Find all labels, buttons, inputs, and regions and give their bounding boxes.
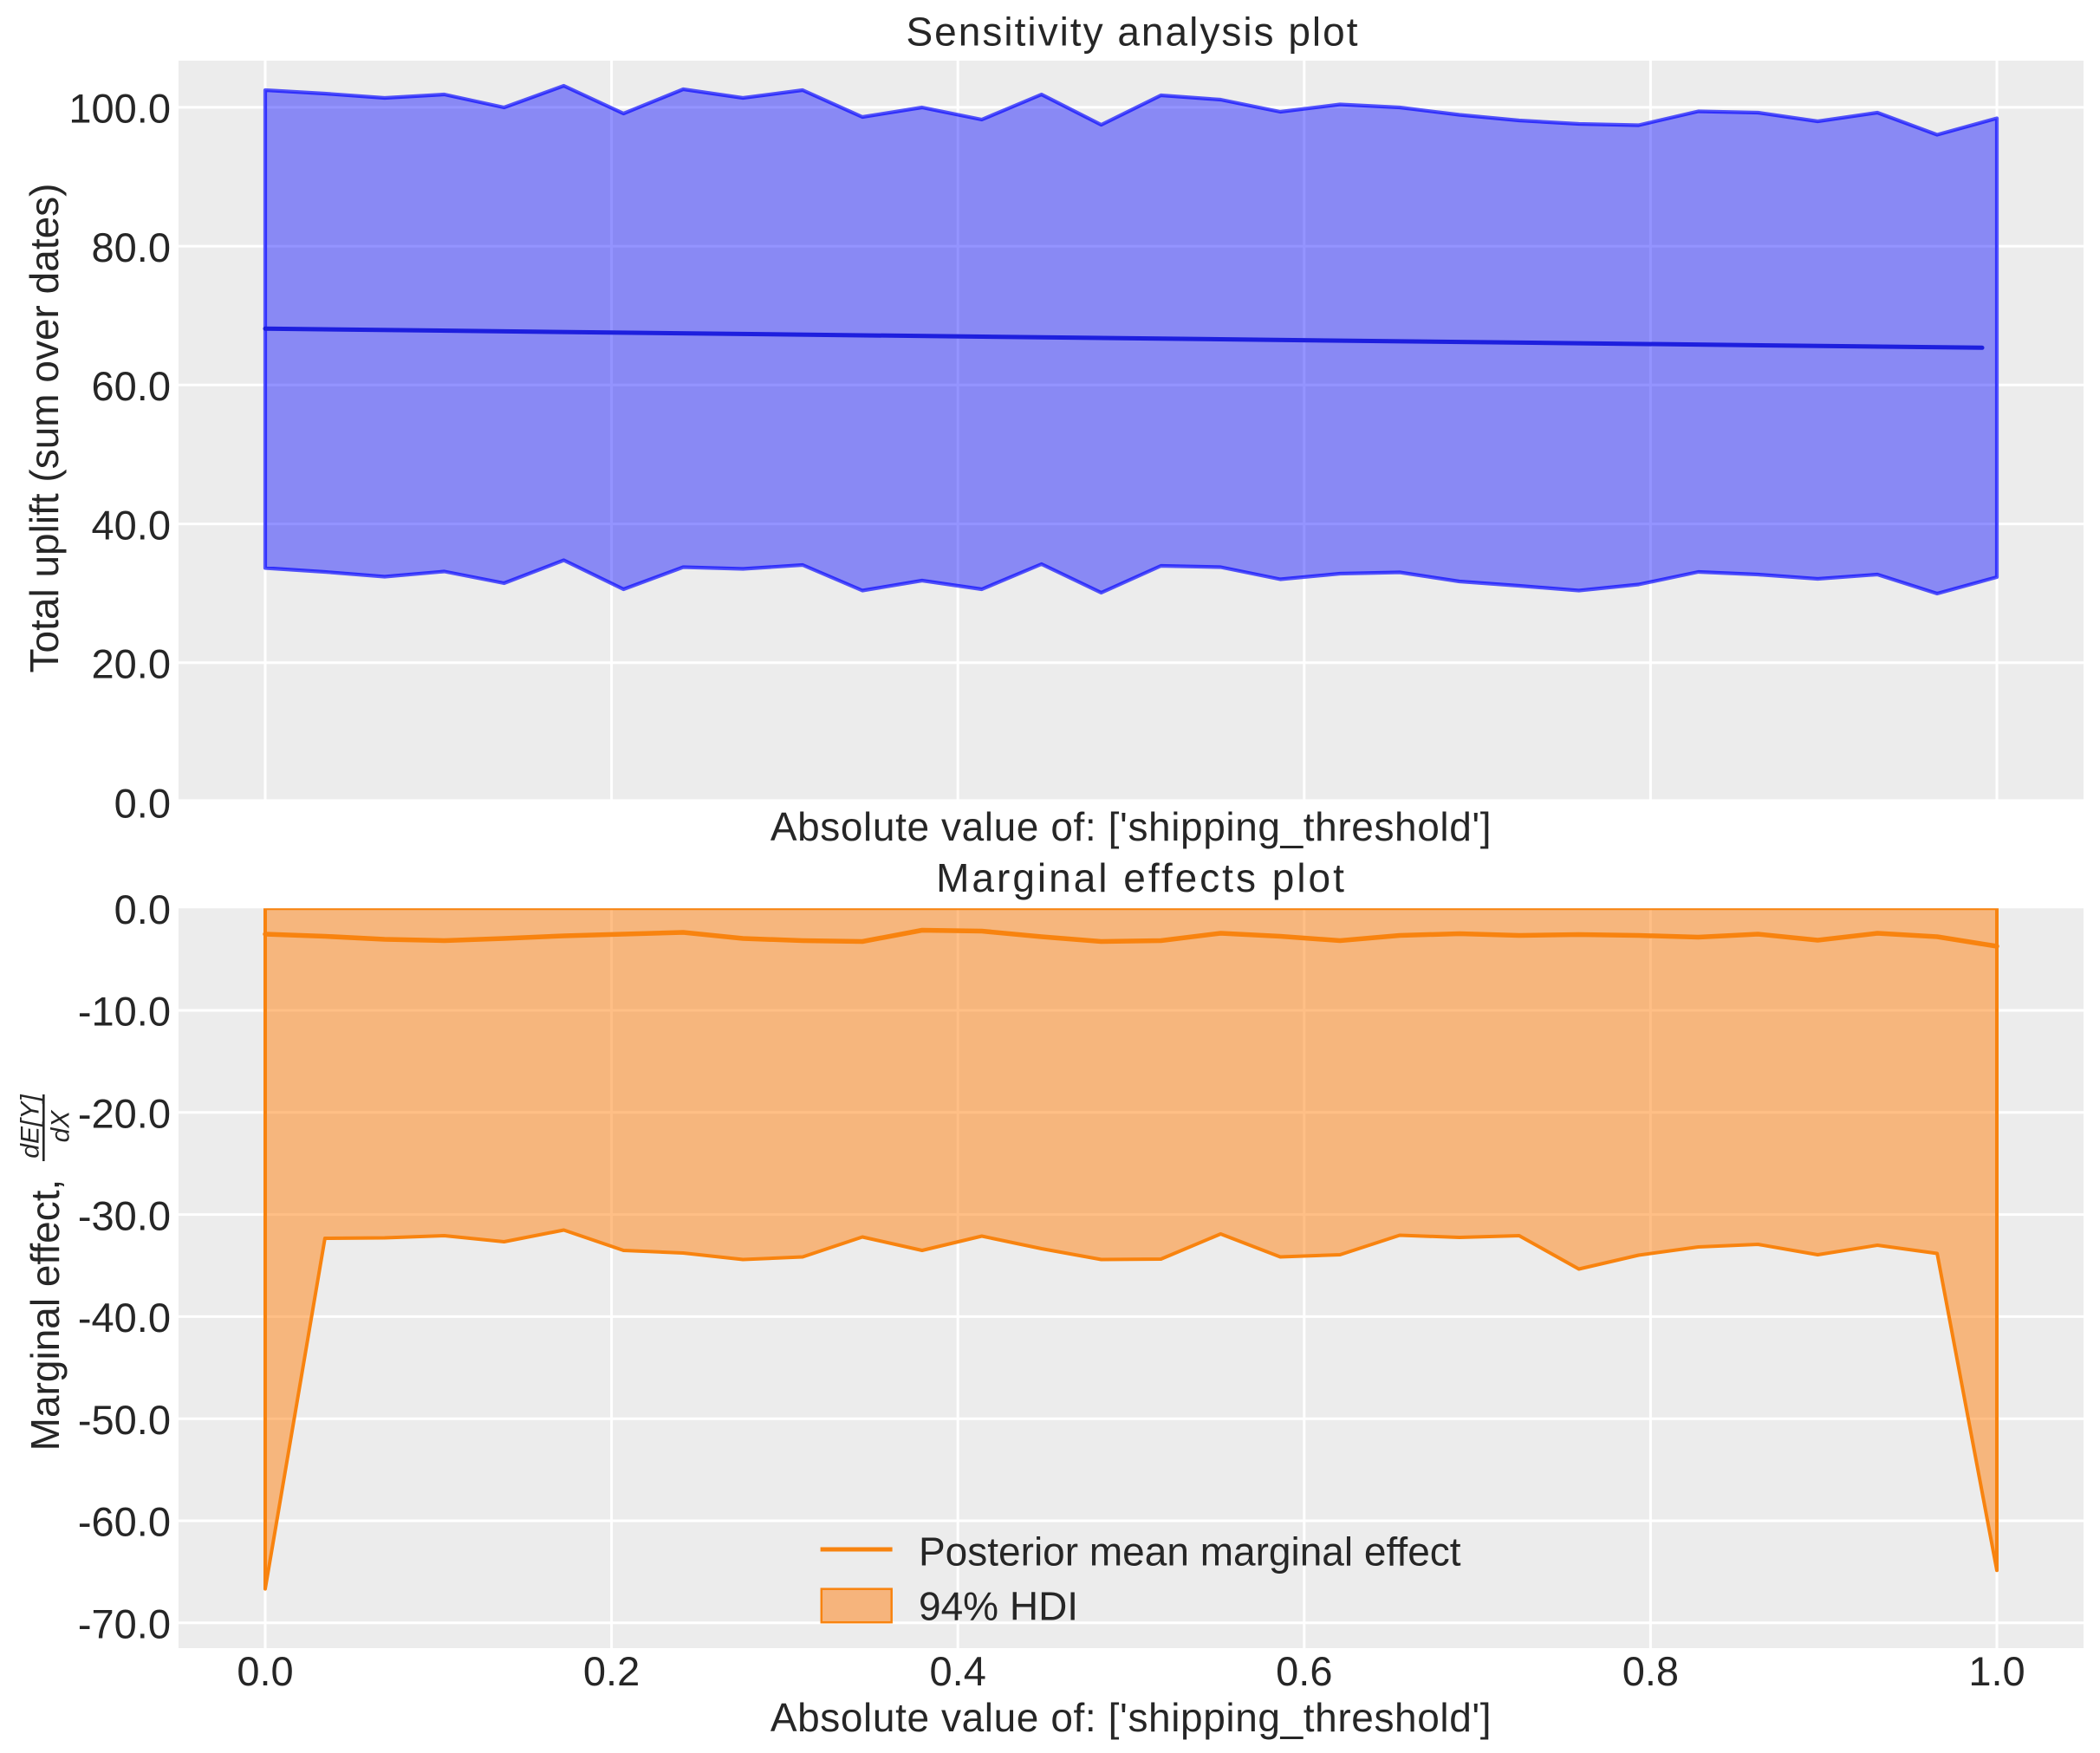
svg-text:0.0: 0.0 [237, 1648, 293, 1694]
svg-text:-60.0: -60.0 [78, 1499, 171, 1545]
svg-text:-20.0: -20.0 [78, 1091, 171, 1137]
svg-text:0.0: 0.0 [114, 780, 171, 826]
svg-text:Absolute value of: ['shipping_: Absolute value of: ['shipping_threshold'… [770, 804, 1492, 849]
svg-text:0.6: 0.6 [1276, 1648, 1332, 1694]
svg-text:Posterior mean marginal effect: Posterior mean marginal effect [919, 1529, 1461, 1574]
svg-text:-10.0: -10.0 [78, 989, 171, 1035]
svg-text:94% HDI: 94% HDI [919, 1584, 1078, 1629]
svg-text:80.0: 80.0 [92, 224, 171, 270]
svg-text:-40.0: -40.0 [78, 1295, 171, 1341]
svg-text:dX: dX [47, 1110, 75, 1143]
svg-text:Absolute value of: ['shipping_: Absolute value of: ['shipping_threshold'… [770, 1695, 1492, 1740]
svg-text:-70.0: -70.0 [78, 1601, 171, 1647]
svg-text:1.0: 1.0 [1968, 1648, 2025, 1694]
svg-text:0.4: 0.4 [930, 1648, 986, 1694]
svg-text:Sensitivity analysis plot: Sensitivity analysis plot [907, 10, 1360, 55]
svg-text:dE[Y]: dE[Y] [16, 1094, 44, 1159]
svg-text:100.0: 100.0 [68, 86, 171, 132]
svg-text:-50.0: -50.0 [78, 1397, 171, 1443]
svg-text:-30.0: -30.0 [78, 1192, 171, 1238]
svg-text:40.0: 40.0 [92, 502, 171, 548]
svg-text:Marginal effects plot: Marginal effects plot [936, 855, 1347, 900]
svg-text:0.2: 0.2 [583, 1648, 640, 1694]
svg-text:0.0: 0.0 [114, 886, 171, 932]
svg-text:Marginal effect,: Marginal effect, [23, 1179, 68, 1451]
svg-text:20.0: 20.0 [92, 641, 171, 687]
svg-text:Total uplift (sum over dates): Total uplift (sum over dates) [22, 183, 67, 672]
svg-text:0.8: 0.8 [1622, 1648, 1679, 1694]
svg-text:60.0: 60.0 [92, 363, 171, 409]
